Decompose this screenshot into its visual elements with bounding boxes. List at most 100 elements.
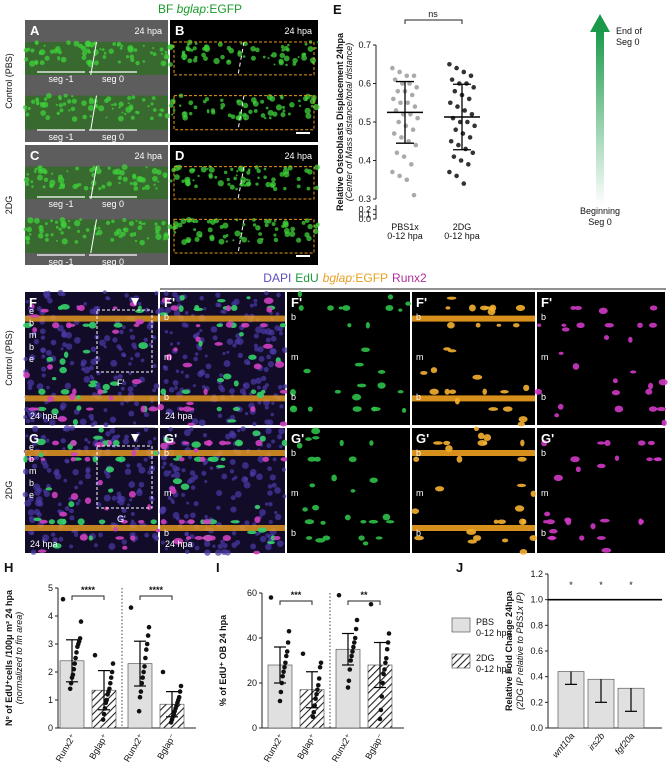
bone-signal <box>160 395 285 402</box>
data-point <box>468 73 474 79</box>
cell <box>55 46 61 52</box>
cell <box>56 518 67 525</box>
cell <box>500 389 509 394</box>
nucleus <box>194 352 199 356</box>
cell <box>151 168 158 175</box>
image-bg <box>537 292 665 425</box>
cell <box>304 519 315 525</box>
cell <box>49 179 56 186</box>
cell <box>263 297 274 305</box>
nucleus <box>274 510 278 515</box>
error-bar <box>396 80 414 144</box>
bone-signal <box>25 395 158 402</box>
nucleus <box>83 366 91 374</box>
cell <box>67 219 71 223</box>
nucleus <box>201 385 206 389</box>
cell <box>248 354 257 360</box>
gradient-arrow <box>596 30 604 205</box>
image-bg <box>287 428 410 553</box>
nucleus <box>50 339 57 346</box>
y-tick-label: 1.0 <box>530 595 543 605</box>
cell <box>477 440 488 446</box>
cell <box>29 314 40 318</box>
cell <box>112 42 117 46</box>
data-point <box>108 680 113 686</box>
cell <box>315 538 326 543</box>
nucleus <box>161 465 165 469</box>
cell <box>203 56 208 62</box>
data-point <box>460 131 466 136</box>
seg-label: seg -1 <box>48 199 73 209</box>
cell <box>194 184 198 189</box>
cell <box>206 167 209 170</box>
legend-swatch <box>451 653 471 669</box>
nucleus <box>143 337 148 343</box>
cell <box>59 366 67 374</box>
nucleus <box>229 414 236 421</box>
cell <box>149 51 153 55</box>
boundary <box>90 41 97 75</box>
tissue-label: b <box>416 392 421 402</box>
cell <box>150 519 157 525</box>
nucleus <box>143 457 148 462</box>
cell <box>649 305 658 311</box>
nucleus <box>265 427 272 435</box>
cell <box>254 47 260 53</box>
cell <box>314 164 320 171</box>
nucleus <box>210 326 218 333</box>
nucleus <box>43 489 48 494</box>
cell <box>160 388 167 395</box>
nucleus <box>184 531 190 537</box>
tissue-label: b <box>416 528 421 538</box>
nucleus <box>204 373 210 379</box>
y-axis-label-sub: (2DG IP relative to PBS1x IP) <box>515 592 525 710</box>
nucleus <box>172 379 179 386</box>
cell <box>130 115 135 120</box>
data-point <box>100 717 106 722</box>
cell <box>466 529 477 535</box>
cell <box>446 296 457 300</box>
tissue-label: b <box>291 528 296 538</box>
bone-signal <box>160 525 285 531</box>
cell <box>39 228 44 234</box>
data-point <box>69 675 75 680</box>
seg-label: seg -1 <box>48 257 73 267</box>
cell <box>320 520 326 525</box>
nucleus <box>25 418 31 424</box>
cell <box>57 416 68 422</box>
cell <box>263 167 267 171</box>
nucleus <box>282 384 288 389</box>
cell <box>220 102 226 108</box>
cell <box>598 307 608 315</box>
cell <box>50 233 54 237</box>
cell <box>153 183 156 186</box>
boundary <box>90 166 97 200</box>
cell <box>119 47 123 50</box>
significance: * <box>629 580 633 590</box>
data-point <box>72 661 77 666</box>
time-label: 24 hpa <box>165 411 193 421</box>
tissue-label: b <box>541 448 546 458</box>
cell <box>98 187 102 191</box>
image-panel <box>167 145 320 265</box>
cell <box>76 395 81 400</box>
data-point <box>397 173 402 179</box>
error-bar <box>134 640 146 687</box>
cell <box>344 514 351 521</box>
cell <box>558 351 564 355</box>
nucleus <box>167 495 172 500</box>
data-point <box>453 127 459 132</box>
nucleus <box>187 455 193 460</box>
nucleus <box>47 290 51 294</box>
nucleus <box>130 357 134 361</box>
cell <box>386 520 395 524</box>
cell <box>242 102 249 109</box>
cell <box>201 52 206 58</box>
cell <box>146 237 150 240</box>
cell <box>178 457 185 462</box>
cell <box>160 60 167 67</box>
nucleus <box>40 335 46 340</box>
nucleus <box>188 541 195 548</box>
cell <box>281 105 286 109</box>
arrow-label: Seg 0 <box>588 217 612 227</box>
